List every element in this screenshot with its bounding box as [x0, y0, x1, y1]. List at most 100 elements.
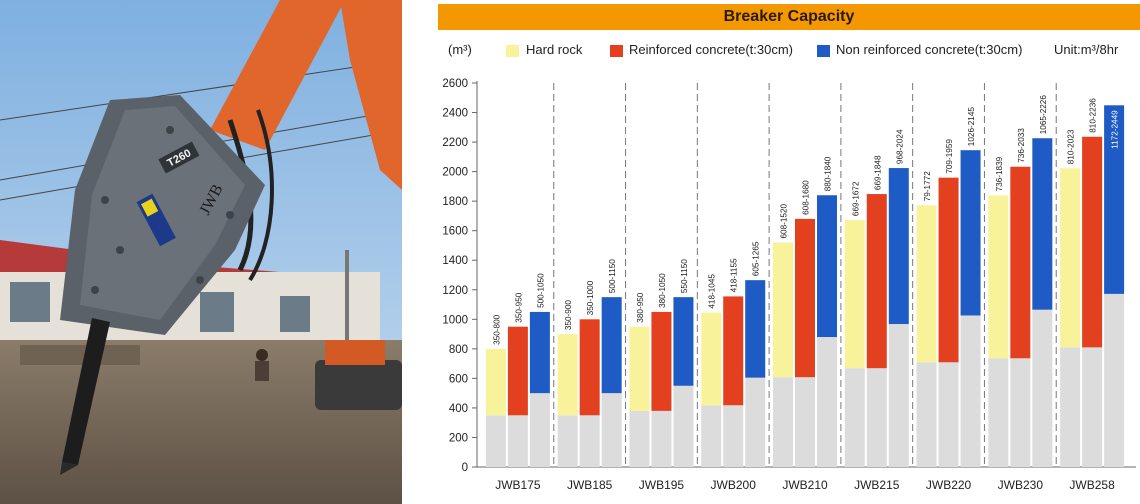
bar-range-label: 550-1150 — [680, 259, 689, 293]
x-category-label: JWB210 — [782, 478, 828, 492]
bar-base-segment — [629, 410, 650, 467]
bar-base-segment — [673, 385, 694, 467]
bar-range-label: 669-1672 — [851, 181, 860, 216]
bar-range-label: 810-2023 — [1067, 129, 1076, 164]
y-tick-label: 2600 — [442, 78, 468, 90]
bar-range-label: 968-2024 — [895, 129, 904, 164]
bar-range-label: 500-1050 — [536, 273, 545, 308]
x-category-label: JWB220 — [926, 478, 972, 492]
bar-range-label: 605-1265 — [752, 241, 761, 276]
bar-range-label: 350-950 — [514, 292, 523, 322]
bar-range-label: 1026-2145 — [967, 107, 976, 147]
bar-base-segment — [988, 358, 1009, 467]
bar-range-segment — [938, 177, 959, 363]
x-category-label: JWB230 — [998, 478, 1044, 492]
bar-base-segment — [888, 324, 909, 467]
chart-panel: Breaker Capacity (m³) Hard rock Reinforc… — [402, 0, 1140, 504]
bar-range-segment — [579, 319, 600, 416]
bar-base-segment — [773, 377, 793, 467]
bar-range-label: 350-800 — [492, 314, 501, 344]
bar-range-segment — [866, 194, 887, 369]
bar-range-segment — [507, 326, 528, 416]
bar-base-segment — [723, 405, 744, 467]
bar-range-segment — [1082, 136, 1103, 348]
chart-plot: 0 200 400 600 800 1000 1200 1400 1600 1800 2000 220… — [442, 78, 1136, 492]
bar-range-segment — [651, 311, 672, 411]
bar-base-segment — [529, 393, 550, 467]
bar-base-segment — [579, 415, 600, 467]
y-axis-unit-label: (m³) — [448, 42, 472, 57]
bar-range-label: 380-950 — [636, 292, 645, 322]
bar-range-segment — [960, 150, 981, 316]
bar-base-segment — [485, 415, 506, 467]
x-category-label: JWB215 — [854, 478, 900, 492]
bar-base-segment — [557, 415, 578, 467]
bar-base-segment — [866, 368, 887, 467]
y-tick-label: 1600 — [442, 226, 468, 238]
bar-range-label: 418-1045 — [708, 274, 717, 309]
chart-legend: (m³) Hard rock Reinforced concrete(t:30c… — [402, 40, 1140, 62]
x-category-label: JWB200 — [711, 478, 757, 492]
bar-range-segment — [795, 218, 815, 378]
bar-range-segment — [557, 334, 578, 416]
bar-base-segment — [651, 410, 672, 467]
bar-base-segment — [844, 368, 865, 467]
y-tick-label: 800 — [449, 344, 468, 356]
y-tick-label: 1400 — [442, 255, 468, 267]
bar-range-segment — [629, 326, 650, 411]
bar-range-segment — [485, 348, 506, 416]
breaker-photo: T260 JWB — [0, 0, 402, 504]
bar-range-label: 1172-2449 — [1111, 110, 1120, 149]
breaker-photo-illustration: T260 JWB — [0, 0, 402, 504]
y-tick-label: 200 — [449, 432, 468, 444]
bar-range-label: 736-1839 — [995, 156, 1004, 191]
bar-range-label: 350-1000 — [586, 280, 595, 315]
bar-range-segment — [844, 220, 865, 369]
legend-label-reinforced: Reinforced concrete(t:30cm) — [629, 42, 794, 57]
bar-base-segment — [1082, 347, 1103, 467]
bar-range-segment — [773, 242, 793, 378]
y-tick-label: 0 — [462, 462, 468, 474]
x-category-label: JWB175 — [495, 478, 541, 492]
bar-range-label: 736-2033 — [1017, 128, 1026, 163]
bar-range-segment — [745, 280, 766, 378]
bar-range-segment — [529, 311, 550, 394]
bar-base-segment — [817, 337, 837, 467]
legend-label-hard-rock: Hard rock — [526, 42, 583, 57]
bar-range-label: 380-1050 — [658, 273, 667, 308]
bar-range-segment — [601, 297, 622, 394]
bar-range-label: 608-1680 — [802, 180, 811, 215]
y-tick-label: 1200 — [442, 285, 468, 297]
bar-range-label: 500-1150 — [608, 259, 617, 293]
bar-base-segment — [1010, 358, 1031, 467]
bar-range-segment — [1032, 138, 1053, 310]
y-tick-label: 1000 — [442, 314, 468, 326]
unit-label: Unit:m³/8hr — [1054, 42, 1119, 57]
legend-swatch-hard-rock — [506, 45, 519, 57]
bar-base-segment — [795, 377, 815, 467]
bar-range-label: 709-1959 — [945, 139, 954, 174]
bar-range-label: 810-2236 — [1089, 98, 1098, 133]
bar-range-segment — [673, 297, 694, 386]
bar-base-segment — [1032, 309, 1053, 467]
bar-range-label: 1065-2226 — [1039, 95, 1048, 135]
bar-base-segment — [507, 415, 528, 467]
bar-range-segment — [916, 205, 937, 363]
bar-base-segment — [1060, 347, 1081, 467]
y-tick-label: 2200 — [442, 137, 468, 149]
bar-range-segment — [723, 296, 744, 406]
bar-base-segment — [916, 362, 937, 467]
chart-title: Breaker Capacity — [438, 4, 1140, 30]
y-tick-label: 2000 — [442, 167, 468, 179]
y-tick-label: 600 — [449, 373, 468, 385]
bar-base-segment — [938, 362, 959, 467]
bar-range-segment — [1010, 166, 1031, 359]
legend-label-non-reinforced: Non reinforced concrete(t:30cm) — [836, 42, 1023, 57]
x-category-label: JWB195 — [639, 478, 685, 492]
bar-range-segment — [988, 195, 1009, 359]
bar-range-segment — [1060, 168, 1081, 348]
bar-range-segment — [817, 195, 837, 338]
y-tick-label: 2400 — [442, 108, 468, 120]
bar-range-label: 350-900 — [564, 300, 573, 330]
y-tick-label: 1800 — [442, 196, 468, 208]
